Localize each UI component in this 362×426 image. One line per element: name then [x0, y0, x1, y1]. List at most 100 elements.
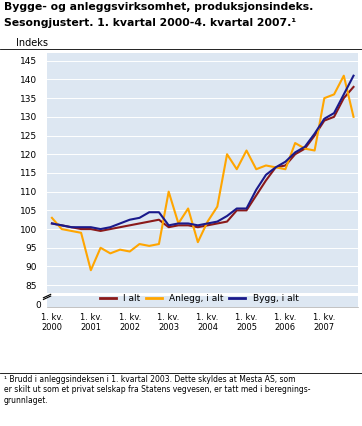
Anlegg, i alt — [147, 243, 151, 248]
Bygg, i alt — [127, 217, 132, 222]
Bygg, i alt — [225, 213, 229, 219]
Bygg, i alt — [274, 165, 278, 170]
Bygg, i alt — [303, 144, 307, 150]
Bygg, i alt — [176, 221, 181, 226]
I alt — [167, 225, 171, 230]
Anlegg, i alt — [167, 189, 171, 194]
Text: Indeks: Indeks — [16, 38, 48, 49]
Anlegg, i alt — [50, 215, 54, 220]
Bygg, i alt — [186, 221, 190, 226]
Anlegg, i alt — [225, 152, 229, 157]
Text: ¹ Brudd i anleggsindeksen i 1. kvartal 2003. Dette skyldes at Mesta AS, som
er s: ¹ Brudd i anleggsindeksen i 1. kvartal 2… — [4, 375, 310, 405]
I alt — [98, 228, 103, 233]
Bygg, i alt — [235, 206, 239, 211]
Anlegg, i alt — [69, 228, 73, 233]
I alt — [196, 225, 200, 230]
Bygg, i alt — [342, 92, 346, 97]
Bygg, i alt — [264, 172, 268, 177]
Anlegg, i alt — [127, 249, 132, 254]
Anlegg, i alt — [157, 242, 161, 247]
Anlegg, i alt — [312, 148, 317, 153]
Bygg, i alt — [147, 210, 151, 215]
Legend: I alt, Anlegg, i alt, Bygg, i alt: I alt, Anlegg, i alt, Bygg, i alt — [96, 290, 302, 306]
Anlegg, i alt — [118, 247, 122, 252]
I alt — [127, 223, 132, 228]
Bygg, i alt — [215, 219, 219, 224]
Anlegg, i alt — [293, 141, 297, 146]
Anlegg, i alt — [89, 268, 93, 273]
Line: Bygg, i alt: Bygg, i alt — [52, 76, 354, 229]
Anlegg, i alt — [196, 239, 200, 245]
Anlegg, i alt — [274, 165, 278, 170]
I alt — [59, 223, 64, 228]
Anlegg, i alt — [264, 163, 268, 168]
Text: Bygge- og anleggsvirksomhet, produksjonsindeks.: Bygge- og anleggsvirksomhet, produksjons… — [4, 2, 313, 12]
I alt — [225, 219, 229, 224]
Bygg, i alt — [98, 227, 103, 232]
I alt — [176, 223, 181, 228]
Anlegg, i alt — [352, 114, 356, 119]
Anlegg, i alt — [303, 146, 307, 151]
Anlegg, i alt — [176, 221, 181, 226]
Bygg, i alt — [69, 225, 73, 230]
Anlegg, i alt — [205, 219, 210, 224]
Anlegg, i alt — [108, 251, 113, 256]
I alt — [147, 219, 151, 224]
Anlegg, i alt — [322, 95, 327, 101]
Anlegg, i alt — [342, 73, 346, 78]
I alt — [137, 221, 142, 226]
I alt — [283, 163, 287, 168]
Anlegg, i alt — [283, 167, 287, 172]
I alt — [69, 225, 73, 230]
I alt — [157, 217, 161, 222]
I alt — [186, 223, 190, 228]
Anlegg, i alt — [332, 92, 336, 97]
Bygg, i alt — [283, 159, 287, 164]
Anlegg, i alt — [79, 230, 83, 235]
Line: Anlegg, i alt: Anlegg, i alt — [52, 76, 354, 270]
Bygg, i alt — [50, 221, 54, 226]
I alt — [303, 146, 307, 151]
I alt — [254, 193, 258, 198]
I alt — [274, 165, 278, 170]
Bygg, i alt — [118, 221, 122, 226]
Bygg, i alt — [167, 223, 171, 228]
I alt — [244, 208, 249, 213]
Bygg, i alt — [322, 116, 327, 121]
Bygg, i alt — [137, 215, 142, 220]
Anlegg, i alt — [137, 242, 142, 247]
I alt — [342, 95, 346, 101]
Anlegg, i alt — [215, 204, 219, 209]
I alt — [118, 225, 122, 230]
I alt — [293, 152, 297, 157]
Bygg, i alt — [79, 225, 83, 230]
Anlegg, i alt — [244, 148, 249, 153]
Anlegg, i alt — [59, 227, 64, 232]
Bygg, i alt — [312, 131, 317, 136]
Anlegg, i alt — [235, 167, 239, 172]
I alt — [235, 208, 239, 213]
I alt — [50, 221, 54, 226]
I alt — [108, 227, 113, 232]
I alt — [352, 84, 356, 89]
I alt — [332, 114, 336, 119]
Anlegg, i alt — [186, 206, 190, 211]
Bygg, i alt — [59, 223, 64, 228]
I alt — [322, 118, 327, 123]
Anlegg, i alt — [254, 167, 258, 172]
Bygg, i alt — [89, 225, 93, 230]
Bygg, i alt — [196, 223, 200, 228]
I alt — [264, 178, 268, 183]
Bygg, i alt — [244, 206, 249, 211]
I alt — [89, 227, 93, 232]
I alt — [205, 223, 210, 228]
Bygg, i alt — [254, 187, 258, 193]
Bygg, i alt — [293, 150, 297, 155]
Bygg, i alt — [157, 210, 161, 215]
Line: I alt: I alt — [52, 87, 354, 231]
Bygg, i alt — [108, 225, 113, 230]
Bygg, i alt — [332, 110, 336, 115]
Anlegg, i alt — [98, 245, 103, 250]
Bygg, i alt — [205, 221, 210, 226]
Bygg, i alt — [352, 73, 356, 78]
